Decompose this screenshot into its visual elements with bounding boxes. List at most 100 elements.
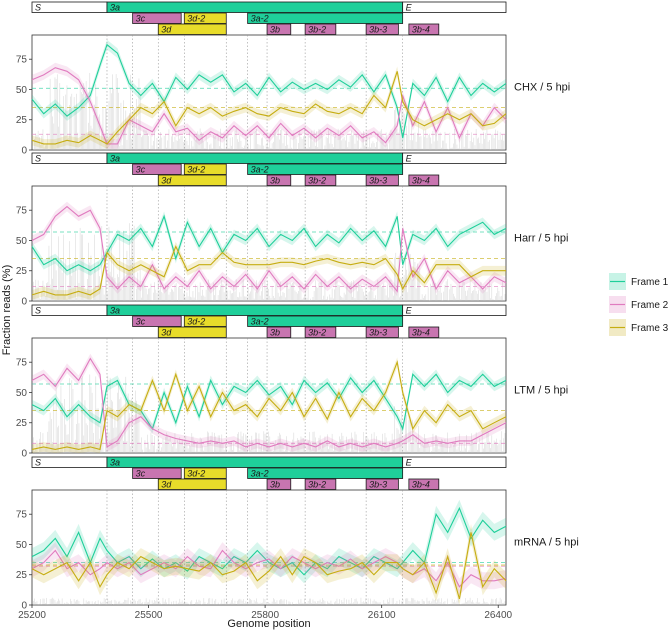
coverage-bar <box>384 603 386 605</box>
coverage-bar <box>267 280 268 301</box>
coverage-bar <box>348 439 350 453</box>
coverage-bar <box>383 600 385 605</box>
gene-label: 3a-2 <box>251 164 269 174</box>
coverage-bar <box>232 137 233 150</box>
coverage-bar <box>204 601 206 605</box>
coverage-bar <box>219 435 220 453</box>
coverage-bar <box>349 602 351 605</box>
coverage-bar <box>479 602 481 605</box>
coverage-bar <box>437 438 439 453</box>
coverage-bar <box>480 452 482 453</box>
coverage-bar <box>167 140 169 150</box>
coverage-bar <box>193 440 195 453</box>
coverage-bar <box>210 143 212 150</box>
coverage-bar <box>501 295 502 301</box>
coverage-bar <box>463 282 465 301</box>
coverage-bar <box>273 451 274 453</box>
coverage-bar <box>88 601 89 605</box>
coverage-bar <box>144 440 146 453</box>
coverage-bar <box>453 143 454 150</box>
coverage-bar <box>108 101 110 150</box>
coverage-bar <box>221 279 223 301</box>
coverage-bar <box>143 604 145 605</box>
coverage-bar <box>208 432 209 453</box>
coverage-bar <box>496 148 497 150</box>
coverage-bar <box>411 278 412 301</box>
coverage-bar <box>203 141 205 150</box>
coverage-bar <box>48 245 50 301</box>
coverage-bar <box>133 422 135 453</box>
coverage-bar <box>251 281 253 301</box>
coverage-bar <box>178 602 179 605</box>
coverage-bar <box>60 603 62 605</box>
coverage-bar <box>196 599 197 605</box>
coverage-bar <box>85 291 87 301</box>
coverage-bar <box>351 432 352 453</box>
coverage-bar <box>466 601 467 605</box>
y-tick-label: 75 <box>16 55 28 66</box>
coverage-bar <box>249 598 250 605</box>
coverage-bar <box>311 449 313 453</box>
coverage-bar <box>433 283 435 301</box>
coverage-bar <box>223 292 225 301</box>
coverage-bar <box>168 439 170 453</box>
coverage-bar <box>65 603 67 605</box>
coverage-bar <box>229 290 231 301</box>
coverage-bar <box>228 604 230 605</box>
coverage-bar <box>345 294 346 301</box>
coverage-bar <box>479 438 481 453</box>
series-line-frame-3 <box>31 532 507 600</box>
coverage-bar <box>501 431 502 453</box>
coverage-bar <box>339 285 340 301</box>
coverage-bar <box>153 602 154 605</box>
coverage-bar <box>486 433 488 453</box>
coverage-bar <box>175 600 177 605</box>
coverage-bar <box>103 598 105 605</box>
coverage-bar <box>94 602 95 605</box>
coverage-bar <box>34 294 35 301</box>
coverage-bar <box>36 135 38 150</box>
coverage-bar <box>372 442 374 453</box>
coverage-bar <box>95 84 97 150</box>
coverage-bar <box>39 438 40 453</box>
coverage-bar <box>261 602 262 605</box>
coverage-bar <box>135 390 136 453</box>
coverage-bar <box>342 297 344 301</box>
coverage-bar <box>469 597 471 605</box>
coverage-bar <box>65 94 67 150</box>
coverage-bar <box>325 440 327 453</box>
coverage-bar <box>121 289 123 301</box>
coverage-bar <box>97 600 99 605</box>
coverage-bar <box>348 290 350 301</box>
coverage-bar <box>213 603 214 605</box>
coverage-bar <box>79 227 81 301</box>
coverage-bar <box>175 283 177 301</box>
coverage-bar <box>273 598 274 605</box>
coverage-bar <box>478 602 479 605</box>
coverage-bar <box>291 444 292 453</box>
gene-box <box>408 23 440 35</box>
coverage-bar <box>285 604 286 605</box>
coverage-bar <box>372 291 374 301</box>
series-line-frame-1 <box>31 43 507 139</box>
coverage-bar <box>275 129 277 150</box>
coverage-bar <box>247 144 249 150</box>
y-axis-title: Fraction reads (%) <box>1 265 13 355</box>
coverage-bar <box>292 148 293 150</box>
y-tick-label: 75 <box>16 206 28 217</box>
coverage-bar <box>187 603 189 605</box>
coverage-bar <box>456 144 458 150</box>
coverage-bar <box>43 598 45 605</box>
coverage-bar <box>325 136 327 150</box>
coverage-bar <box>340 131 341 150</box>
ribbon-frame-3 <box>32 357 506 453</box>
coverage-bar <box>255 131 256 150</box>
coverage-bar <box>293 432 295 453</box>
coverage-bar <box>463 440 465 453</box>
coverage-bar <box>163 288 165 301</box>
gene-label: 3b-2 <box>308 479 326 489</box>
coverage-bar <box>375 146 376 150</box>
coverage-bar <box>319 129 321 150</box>
coverage-bar <box>496 598 497 605</box>
coverage-bar <box>311 602 313 605</box>
